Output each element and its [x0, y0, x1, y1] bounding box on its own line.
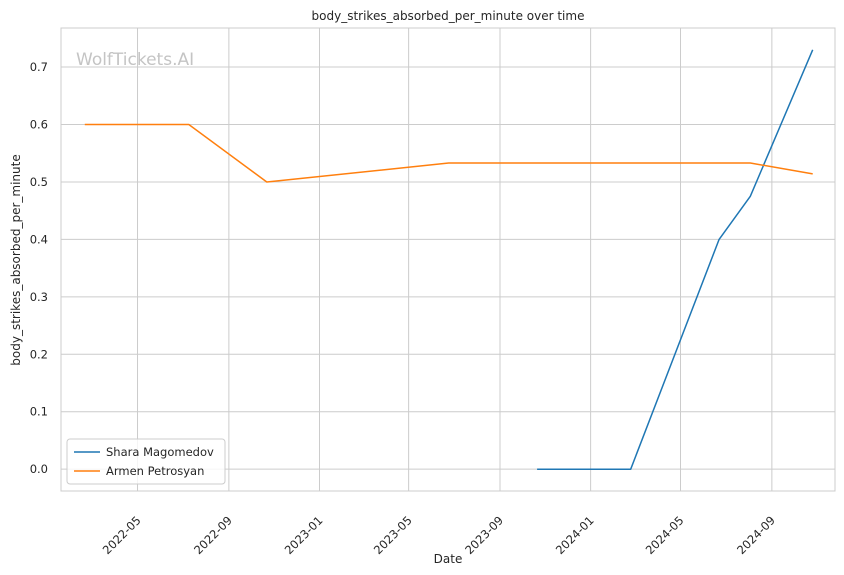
- y-tick-label: 0.7: [30, 60, 48, 74]
- grid-lines: [61, 28, 835, 491]
- y-tick-labels: 0.0 0.1 0.2 0.3 0.4 0.5 0.6 0.7: [30, 60, 48, 476]
- legend: Shara Magomedov Armen Petrosyan: [66, 438, 226, 485]
- y-tick-label: 0.3: [30, 290, 48, 304]
- y-axis-label: body_strikes_absorbed_per_minute: [9, 154, 23, 365]
- y-tick-label: 0.2: [30, 347, 48, 361]
- plot-frame: [60, 27, 836, 492]
- y-tick-label: 0.0: [30, 462, 48, 476]
- x-axis-label: Date: [434, 552, 463, 566]
- chart-title: body_strikes_absorbed_per_minute over ti…: [312, 9, 585, 23]
- y-tick-label: 0.4: [30, 232, 48, 246]
- legend-box: [66, 438, 226, 485]
- y-tick-label: 0.5: [30, 175, 48, 189]
- watermark: WolfTickets.AI: [76, 50, 194, 70]
- series-layer: [84, 49, 814, 470]
- y-tick-label: 0.6: [30, 118, 48, 132]
- legend-label-armen-petrosyan: Armen Petrosyan: [106, 464, 204, 478]
- series-line-shara-magomedov: [537, 49, 814, 470]
- series-line-armen-petrosyan: [84, 123, 813, 183]
- legend-label-shara-magomedov: Shara Magomedov: [106, 445, 214, 459]
- y-tick-label: 0.1: [30, 405, 48, 419]
